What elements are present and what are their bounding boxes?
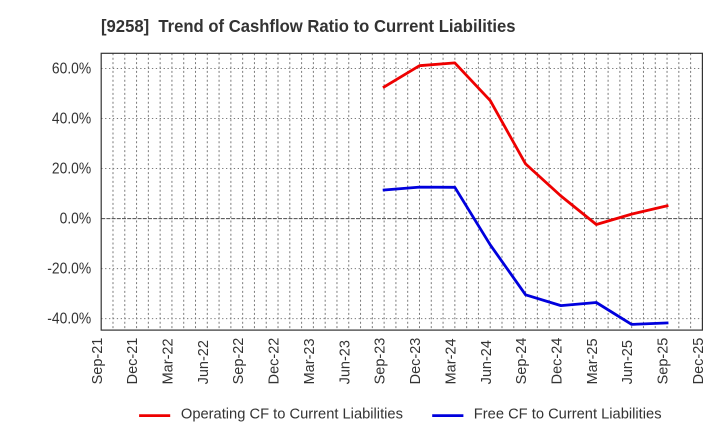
- svg-text:Sep-23: Sep-23: [373, 338, 389, 385]
- svg-text:Free CF to Current Liabilities: Free CF to Current Liabilities: [474, 406, 662, 422]
- svg-text:0.0%: 0.0%: [60, 211, 92, 228]
- svg-text:Sep-25: Sep-25: [656, 338, 672, 385]
- svg-text:[9258] Trend of Cashflow Rati: [9258] Trend of Cashflow Ratio to Curren…: [101, 15, 516, 36]
- svg-text:Dec-24: Dec-24: [549, 338, 565, 385]
- svg-text:Jun-23: Jun-23: [337, 340, 353, 384]
- svg-text:Operating CF to Current Liabil: Operating CF to Current Liabilities: [181, 406, 403, 422]
- svg-text:Jun-24: Jun-24: [479, 340, 495, 384]
- svg-text:Mar-23: Mar-23: [302, 338, 318, 384]
- svg-text:20.0%: 20.0%: [52, 161, 91, 178]
- svg-text:-40.0%: -40.0%: [47, 311, 91, 328]
- svg-text:Mar-22: Mar-22: [160, 338, 176, 384]
- svg-text:Jun-22: Jun-22: [196, 340, 212, 384]
- svg-text:Mar-25: Mar-25: [585, 338, 601, 384]
- svg-text:Dec-21: Dec-21: [125, 338, 141, 385]
- svg-text:Dec-22: Dec-22: [267, 338, 283, 385]
- svg-text:Jun-25: Jun-25: [620, 340, 636, 384]
- svg-text:40.0%: 40.0%: [52, 111, 91, 128]
- svg-text:Dec-25: Dec-25: [691, 338, 707, 385]
- svg-text:Sep-21: Sep-21: [90, 338, 106, 385]
- svg-text:Sep-22: Sep-22: [231, 338, 247, 385]
- svg-text:60.0%: 60.0%: [52, 61, 91, 78]
- svg-text:Mar-24: Mar-24: [443, 338, 459, 384]
- svg-text:-20.0%: -20.0%: [47, 261, 91, 278]
- svg-text:Dec-23: Dec-23: [408, 338, 424, 385]
- svg-text:Sep-24: Sep-24: [514, 338, 530, 385]
